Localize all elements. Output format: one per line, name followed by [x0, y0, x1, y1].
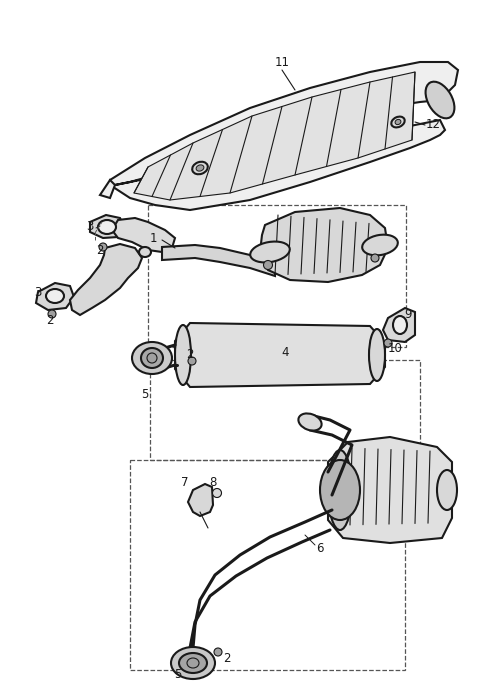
Ellipse shape	[328, 450, 352, 530]
Polygon shape	[134, 72, 415, 200]
Ellipse shape	[393, 316, 407, 334]
Polygon shape	[70, 244, 142, 315]
Ellipse shape	[299, 414, 322, 430]
Polygon shape	[260, 208, 388, 282]
Bar	[130, 460, 405, 670]
Text: 3: 3	[86, 220, 94, 234]
Ellipse shape	[132, 342, 172, 374]
Ellipse shape	[362, 234, 398, 255]
Ellipse shape	[179, 653, 207, 673]
Ellipse shape	[369, 329, 385, 381]
Text: 9: 9	[404, 309, 412, 321]
Ellipse shape	[46, 289, 64, 303]
Ellipse shape	[192, 162, 208, 174]
Polygon shape	[328, 437, 452, 543]
Polygon shape	[175, 323, 385, 387]
Polygon shape	[100, 180, 115, 198]
Text: 4: 4	[281, 346, 289, 358]
Polygon shape	[112, 218, 175, 252]
Ellipse shape	[187, 658, 199, 668]
Polygon shape	[90, 215, 125, 238]
Ellipse shape	[98, 220, 116, 234]
Ellipse shape	[384, 339, 392, 347]
Text: 6: 6	[316, 542, 324, 554]
Text: 5: 5	[174, 668, 182, 682]
Ellipse shape	[48, 310, 56, 318]
Text: 11: 11	[275, 57, 289, 69]
Polygon shape	[162, 245, 275, 276]
Ellipse shape	[395, 120, 401, 125]
Polygon shape	[110, 62, 458, 210]
Ellipse shape	[250, 241, 290, 262]
Ellipse shape	[171, 647, 215, 679]
Polygon shape	[36, 283, 74, 310]
Ellipse shape	[147, 353, 157, 363]
Ellipse shape	[320, 460, 360, 520]
Bar	[148, 205, 406, 347]
Ellipse shape	[214, 648, 222, 656]
Ellipse shape	[141, 348, 163, 368]
Ellipse shape	[188, 357, 196, 365]
Text: 1: 1	[149, 232, 157, 244]
Ellipse shape	[391, 117, 405, 127]
Text: 3: 3	[34, 286, 42, 298]
Ellipse shape	[437, 470, 457, 510]
Text: 5: 5	[141, 388, 149, 400]
Ellipse shape	[99, 243, 107, 251]
Ellipse shape	[175, 325, 191, 385]
Text: 2: 2	[96, 244, 104, 256]
Text: 10: 10	[387, 342, 402, 354]
Polygon shape	[383, 308, 415, 342]
Ellipse shape	[213, 489, 221, 498]
Text: 8: 8	[209, 477, 216, 489]
Ellipse shape	[139, 247, 151, 257]
Ellipse shape	[371, 254, 379, 262]
Text: 2: 2	[223, 652, 231, 664]
Text: 12: 12	[425, 118, 441, 132]
Polygon shape	[188, 484, 213, 516]
Text: 2: 2	[46, 314, 54, 326]
Text: 2: 2	[186, 349, 194, 361]
Ellipse shape	[426, 82, 455, 118]
Text: 7: 7	[181, 477, 189, 489]
Bar	[150, 360, 420, 460]
Ellipse shape	[264, 260, 273, 270]
Ellipse shape	[196, 165, 204, 171]
